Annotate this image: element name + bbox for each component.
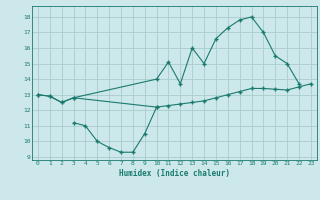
- X-axis label: Humidex (Indice chaleur): Humidex (Indice chaleur): [119, 169, 230, 178]
